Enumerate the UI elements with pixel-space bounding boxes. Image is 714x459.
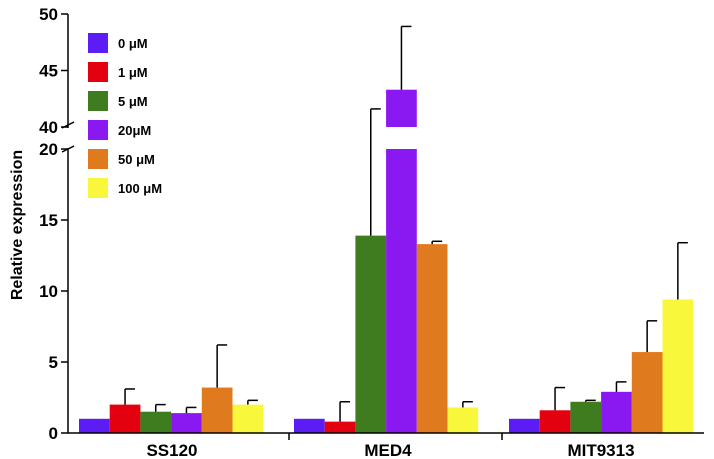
y-tick-label: 20	[39, 140, 58, 159]
legend-swatch	[88, 149, 108, 169]
bar	[416, 244, 448, 433]
legend-swatch	[88, 62, 108, 82]
legend-swatch	[88, 91, 108, 111]
bar	[355, 235, 387, 433]
bar	[631, 352, 663, 433]
y-tick-label: 45	[39, 62, 58, 81]
legend-label: 100 μM	[118, 181, 162, 196]
bar	[294, 418, 325, 433]
bar-upper	[386, 89, 417, 127]
bar	[601, 391, 632, 433]
legend-label: 50 μM	[118, 152, 155, 167]
tick-labels-layer: 0 5 10 15 20 40 45 50	[39, 5, 58, 443]
legend: 0 μM 1 μM 5 μM 20μM 50 μM 100 μM	[88, 33, 162, 198]
bar	[79, 418, 110, 433]
legend-label: 1 μM	[118, 65, 148, 80]
y-tick-label: 15	[39, 211, 58, 230]
bar	[539, 410, 571, 433]
y-tick-label: 50	[39, 5, 58, 24]
legend-label: 0 μM	[118, 36, 148, 51]
bar	[509, 418, 540, 433]
y-tick-label: 0	[49, 424, 58, 443]
bar	[201, 387, 233, 433]
legend-label: 5 μM	[118, 94, 148, 109]
legend-swatch	[88, 120, 108, 140]
legend-swatch	[88, 178, 108, 198]
error-bars-layer	[124, 25, 688, 422]
category-label: MED4	[364, 441, 412, 459]
y-tick-label: 10	[39, 282, 58, 301]
legend-swatch	[88, 33, 108, 53]
bars-layer	[79, 89, 694, 433]
bar	[570, 401, 602, 433]
bar	[232, 404, 264, 433]
bar	[662, 299, 694, 433]
y-tick-label: 40	[39, 118, 58, 137]
bar	[447, 407, 479, 433]
legend-label: 20μM	[118, 123, 151, 138]
category-labels-layer: SS120 MED4 MIT9313	[146, 441, 634, 459]
y-axis-label: Relative expression	[9, 150, 26, 300]
bar	[171, 413, 202, 433]
bar	[324, 421, 356, 433]
bar	[140, 411, 172, 433]
axes-layer	[61, 13, 704, 440]
category-label: MIT9313	[567, 441, 634, 459]
bar	[386, 149, 417, 433]
y-tick-label: 5	[49, 353, 58, 372]
category-label: SS120	[146, 441, 197, 459]
bar	[109, 404, 141, 433]
